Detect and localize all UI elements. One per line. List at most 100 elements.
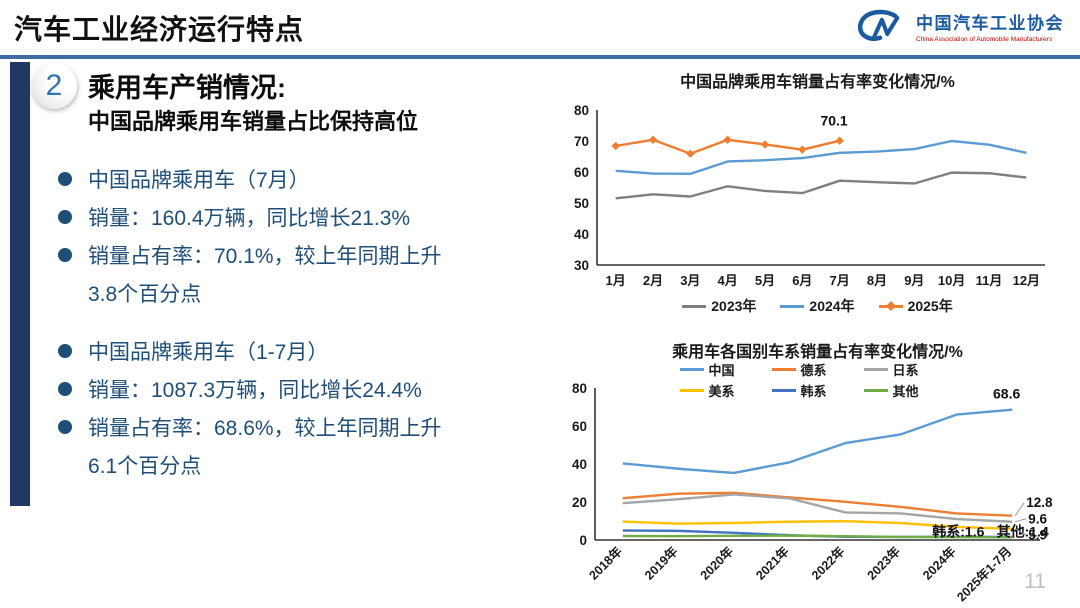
legend-swatch-german [771,368,796,371]
chart2-title: 乘用车各国别车系销量占有率变化情况/% [672,344,963,361]
y-tick-label: 80 [574,103,589,118]
bullet-icon [58,248,72,262]
x-tick-label: 12月 [1013,273,1040,288]
section-number-badge: 2 [31,63,77,109]
legend-label: 日系 [892,363,919,378]
legend-marker-diamond [885,301,896,311]
bullet-group-july: 中国品牌乘用车（7月） 销量：160.4万辆，同比增长21.3% 销量占有率：7… [58,160,442,312]
chart2-legend: 中国 德系 日系 美系 韩系 [555,360,1080,400]
bullet-item: 销量：160.4万辆，同比增长21.3% [58,198,442,236]
legend-item-german: 德系 [771,360,864,379]
leader-line [1014,502,1025,516]
series-line-美系 [622,519,1013,530]
legend-item-china: 中国 [679,360,772,379]
bullet-text: 6.1个百分点 [88,455,202,478]
x-tick-label: 6月 [792,273,812,288]
end-label: 12.8 [1026,495,1053,510]
end-label: 5.9 [1028,527,1047,542]
x-tick-label: 2024年 [920,543,959,582]
org-name-en: China Association of Automobile Manufact… [916,36,1053,43]
page-number: 11 [1024,570,1046,593]
end-label: 9.6 [1028,511,1047,526]
x-tick-label: 2020年 [697,543,736,582]
chart-china-brand-share: 中国品牌乘用车销量占有率变化情况/% 30 40 50 60 70 80 1月 2月 3月 4月 5… [555,62,1080,324]
legend-label: 其他 [892,384,919,399]
legend-item-2025: 2025年 [878,296,953,316]
y-tick-label: 80 [572,381,587,396]
bullet-text: 销量占有率：68.6%，较上年同期上升 [88,417,442,440]
leader-line [1014,528,1027,536]
series-line-中国 [622,408,1013,475]
caam-logo-text: 中国汽车工业协会 China Association of Automobile… [916,9,1064,43]
y-tick-label: 40 [572,457,587,472]
x-tick-label: 2023年 [864,543,903,582]
data-annotation: 68.6 [993,385,1020,401]
org-name-cn: 中国汽车工业协会 [916,14,1064,33]
bullet-icon [58,210,72,224]
data-annotation: 其他:1.4 [997,524,1049,540]
page-title: 汽车工业经济运行特点 [14,14,305,45]
marker-diamond [686,149,695,158]
data-annotation: 70.1 [820,113,847,129]
y-tick-label: 70 [574,134,589,149]
chart-country-series-share: 乘用车各国别车系销量占有率变化情况/% 中国 德系 日系 美系 [555,336,1080,606]
left-accent-bar [10,62,30,506]
legend-swatch-american [679,389,704,392]
x-tick-label: 2022年 [808,543,847,582]
marker-diamond [798,145,807,154]
legend-item-2023: 2023年 [682,296,756,316]
legend-swatch-2023 [682,304,707,308]
bullet-icon [58,420,72,434]
marker-diamond [648,135,658,144]
x-tick-label: 3月 [680,273,700,288]
legend-label: 中国 [708,363,735,378]
bullet-item: 中国品牌乘用车（7月） [58,160,442,198]
series-line-2023年 [615,171,1027,200]
legend-item-japanese: 日系 [863,360,956,379]
bullet-icon [58,172,72,186]
bullet-text: 中国品牌乘用车（7月） [88,169,310,192]
bullet-item: 中国品牌乘用车（1-7月） [58,332,442,370]
legend-swatch-2024 [780,304,805,308]
bullet-icon [58,382,72,396]
x-tick-label: 11月 [976,273,1003,288]
legend-label: 2023年 [711,298,757,314]
section-subheading: 中国品牌乘用车销量占比保持高位 [88,109,419,134]
section-heading: 乘用车产销情况: [88,73,286,103]
bullet-continuation: 6.1个百分点 [58,446,442,484]
bullet-text: 中国品牌乘用车（1-7月） [88,341,329,364]
bullet-text: 销量占有率：70.1%，较上年同期上升 [88,245,442,268]
legend-label: 美系 [708,384,735,399]
legend-swatch-2025 [878,301,903,311]
y-tick-label: 40 [574,227,589,242]
caam-logo-icon [857,9,900,41]
legend-item-2024: 2024年 [780,296,855,316]
bullet-item: 销量：1087.3万辆，同比增长24.4% [58,370,442,408]
chart1-legend: 2023年 2024年 2025年 [555,296,1080,316]
y-tick-label: 50 [574,196,589,211]
bullet-text: 销量：1087.3万辆，同比增长24.4% [88,379,422,402]
y-tick-label: 60 [574,165,589,180]
bullet-item: 销量占有率：70.1%，较上年同期上升 [58,236,442,274]
x-tick-label: 8月 [867,273,887,288]
legend-item-other: 其他 [863,381,956,400]
legend-item-korean: 韩系 [771,381,864,400]
bullet-item: 销量占有率：68.6%，较上年同期上升 [58,408,442,446]
series-line-其他 [622,534,1013,539]
legend-item-american: 美系 [679,381,772,400]
chart2-plot: 0 20 40 60 80 2018年 2019年 2020年 2021年 2022年 2023年 2… [572,381,1053,604]
x-tick-label: 4月 [718,273,738,288]
bullet-icon [58,344,72,358]
y-tick-label: 0 [579,533,587,548]
x-tick-label: 1月 [606,273,626,288]
marker-diamond [611,141,620,151]
marker-diamond [760,140,770,149]
marker-diamond [723,135,732,144]
bullet-text: 3.8个百分点 [88,283,202,306]
legend-label: 德系 [800,363,827,378]
leader-line [1015,518,1027,523]
legend-swatch-other [863,389,888,392]
x-tick-label: 5月 [755,273,775,288]
legend-swatch-china [679,368,704,371]
